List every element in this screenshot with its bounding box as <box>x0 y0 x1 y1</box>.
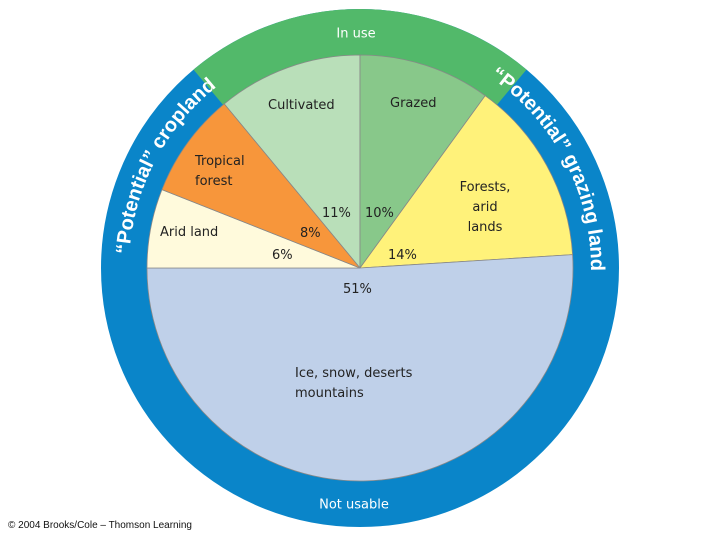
value-label: 8% <box>300 226 321 241</box>
pie-slice <box>223 54 361 270</box>
category-label: Ice, snow, deserts mountains <box>295 366 413 401</box>
value-label: 11% <box>322 206 351 221</box>
pie-slice <box>146 254 574 482</box>
pie-slice <box>161 103 361 269</box>
category-label: Cultivated <box>268 98 335 113</box>
value-label: 51% <box>343 282 372 297</box>
category-label: Grazed <box>390 96 437 111</box>
pie-slice <box>359 95 574 269</box>
value-label: 6% <box>272 248 293 263</box>
category-label: Arid land <box>160 225 219 240</box>
value-label: 14% <box>388 248 417 263</box>
value-label: 10% <box>365 206 394 221</box>
category-label: Tropical forest <box>195 154 245 189</box>
in-use-band <box>193 9 527 106</box>
group-label: Not usable <box>319 498 389 513</box>
group-label: In use <box>336 27 375 42</box>
category-label: Forests, arid lands <box>459 180 511 235</box>
source: © 2004 Brooks/Cole – Thomson Learning <box>8 520 192 531</box>
pie-slice <box>359 54 486 270</box>
